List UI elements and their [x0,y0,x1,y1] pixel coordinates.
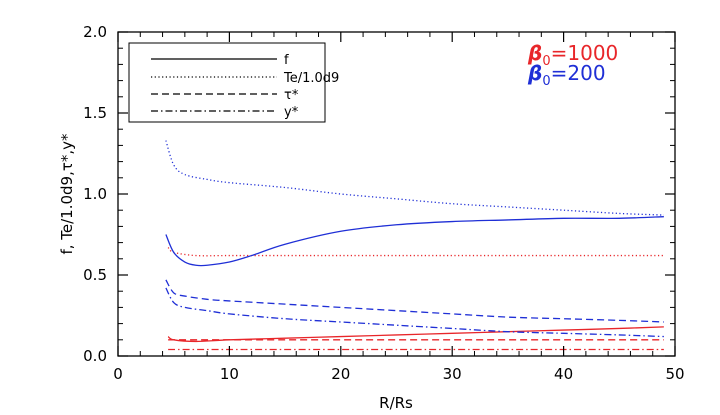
beta-annotation-200: β0=200 [527,61,606,89]
series-line-y-beta200 [165,287,664,338]
y-axis-label: f, Te/1.0d9,τ*,y* [58,133,76,255]
beta-subscript: 0 [542,74,550,89]
beta-subscript: 0 [542,54,550,69]
beta-annotation-1000: β0=1000 [527,41,618,69]
y-tick-label: 0.5 [83,266,107,284]
legend-label-y: y* [284,105,299,120]
legend: f Te/1.0d9 τ* y* [128,42,339,123]
x-tick-label: 10 [220,365,239,383]
x-tick-label: 30 [443,365,462,383]
series-group [165,140,664,351]
y-tick-label: 0.0 [83,347,107,365]
y-tick-label: 1.0 [83,185,107,203]
y-tick-label: 1.5 [83,104,107,122]
series-line-f-beta200 [165,216,664,267]
series-line-te-beta200 [165,140,664,216]
beta-symbol: β [527,61,542,85]
y-tick-label: 2.0 [83,23,107,41]
beta-value: =200 [551,61,606,85]
beta-value: =1000 [551,41,619,65]
ticks: 0 10 20 30 40 50 0.0 0.5 1.0 1.5 2.0 [83,23,684,383]
series-line-f-beta1000 [167,326,664,343]
series-line-tau-beta200 [165,279,664,323]
legend-box [128,42,326,123]
x-tick-label: 20 [331,365,350,383]
series-line-te-beta1000 [167,246,664,257]
x-tick-label: 50 [665,365,684,383]
legend-label-te: Te/1.0d9 [283,71,339,86]
x-tick-label: 0 [113,365,123,383]
legend-label-tau: τ* [284,88,299,103]
legend-label-f: f [284,53,289,68]
beta-symbol: β [527,41,542,65]
x-tick-label: 40 [554,365,573,383]
x-axis-label: R/Rs [379,394,413,412]
